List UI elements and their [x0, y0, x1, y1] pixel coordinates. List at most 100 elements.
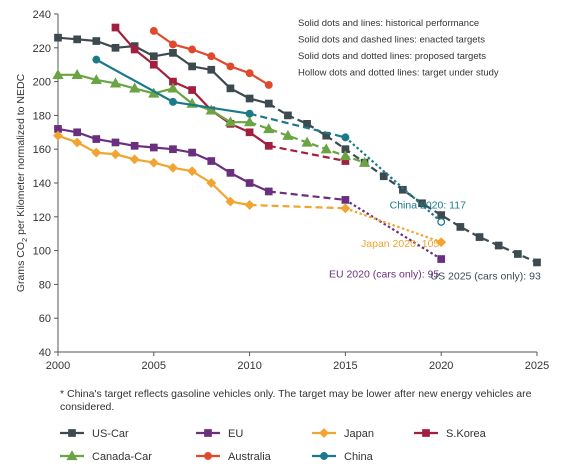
series-layer	[52, 23, 541, 267]
data-point	[111, 23, 120, 32]
data-point	[188, 62, 196, 71]
legend: US-Car EU Japan S.Korea Canada-Car Australia C…	[60, 428, 487, 463]
series-japan	[53, 130, 447, 248]
legend-label: China	[344, 451, 374, 463]
legend-item: China	[312, 451, 374, 463]
data-point	[358, 156, 371, 167]
data-point	[437, 217, 446, 226]
data-point	[167, 82, 179, 93]
data-point	[91, 147, 102, 158]
data-point	[340, 203, 351, 214]
y-tick-label: 80	[39, 279, 51, 291]
data-point	[225, 196, 236, 207]
y-axis-title: Grams CO2 per Kilometer normalized to NE…	[15, 73, 29, 292]
legend-swatch-marker	[68, 429, 76, 437]
data-point	[245, 94, 254, 103]
data-point	[245, 128, 254, 137]
legend-label: EU	[228, 428, 243, 440]
data-point	[206, 178, 217, 188]
footnote: * China's target reflects gasoline vehic…	[60, 388, 532, 413]
data-point	[339, 150, 352, 161]
data-point	[111, 138, 120, 147]
data-point	[92, 55, 101, 64]
data-point	[188, 148, 196, 157]
data-point	[149, 26, 158, 35]
data-point	[418, 199, 426, 208]
series-historical-line	[57, 127, 270, 193]
data-point	[437, 255, 446, 263]
data-point	[73, 35, 82, 44]
data-point	[168, 162, 178, 173]
legend-item: US-Car	[60, 428, 129, 440]
legend-item: S.Korea	[414, 428, 487, 440]
data-point	[149, 52, 158, 61]
legend-item: Japan	[312, 428, 374, 440]
endpoint-annotation: EU 2020 (cars only): 95	[329, 269, 439, 281]
legend-swatch-marker	[319, 428, 329, 438]
data-point	[245, 69, 254, 78]
data-point	[207, 65, 216, 74]
data-point	[169, 97, 177, 106]
data-point	[224, 116, 237, 127]
legend-swatch-marker	[204, 452, 212, 460]
series-enacted-line	[268, 190, 346, 201]
labels-layer: Solid dots and lines: historical perform…	[298, 18, 541, 282]
style-note: Solid dots and lines: historical perform…	[298, 18, 479, 29]
data-point	[226, 84, 235, 93]
legend-swatch-marker	[204, 429, 212, 437]
y-tick-label: 240	[33, 9, 51, 21]
style-note: Solid dots and dashed lines: enacted tar…	[298, 35, 485, 46]
legend-item: Australia	[196, 451, 272, 463]
series-enacted-line	[249, 203, 346, 210]
data-point	[53, 130, 63, 141]
data-point	[282, 129, 294, 140]
data-point	[72, 137, 83, 148]
y-tick-label: 200	[33, 77, 51, 89]
data-point	[92, 37, 101, 45]
data-point	[111, 43, 120, 52]
data-point	[264, 81, 273, 89]
data-point	[226, 169, 235, 177]
data-point	[264, 99, 273, 108]
legend-label: S.Korea	[446, 428, 487, 440]
y-tick-label: 140	[33, 178, 51, 190]
y-tick-label: 220	[33, 43, 51, 55]
series-canada-car	[52, 69, 371, 167]
legend-swatch-marker	[66, 450, 78, 461]
data-point	[264, 187, 273, 196]
x-tick-label: 2015	[333, 360, 357, 372]
data-point	[245, 179, 254, 187]
data-point	[494, 241, 503, 250]
data-point	[90, 74, 102, 85]
data-point	[110, 149, 121, 160]
data-point	[456, 223, 465, 231]
data-point	[73, 128, 82, 137]
series-historical-line	[57, 36, 270, 105]
x-tick-label: 2020	[429, 360, 453, 372]
y-tick-label: 60	[39, 313, 51, 325]
data-point	[475, 233, 484, 241]
x-tick-label: 2025	[525, 360, 549, 372]
data-point	[130, 45, 139, 54]
series-historical-line	[58, 73, 250, 124]
style-note: Solid dots and dotted lines: proposed ta…	[298, 51, 486, 62]
data-point	[187, 166, 198, 177]
data-point	[303, 120, 311, 128]
y-tick-label: 100	[33, 246, 51, 258]
y-tick-label: 180	[33, 110, 51, 122]
data-point	[244, 200, 255, 210]
legend-label: Japan	[344, 428, 374, 440]
x-tick-label: 2000	[46, 360, 70, 372]
data-point	[320, 143, 332, 154]
data-point	[169, 40, 177, 49]
series-proposed-line	[345, 207, 442, 244]
data-point	[71, 69, 83, 79]
legend-label: Australia	[228, 451, 272, 463]
series-enacted-line	[249, 112, 346, 139]
y-tick-label: 160	[33, 144, 51, 156]
data-point	[341, 133, 350, 142]
data-point	[437, 211, 446, 219]
series-proposed-line	[344, 136, 442, 223]
series-proposed-line	[344, 198, 442, 261]
